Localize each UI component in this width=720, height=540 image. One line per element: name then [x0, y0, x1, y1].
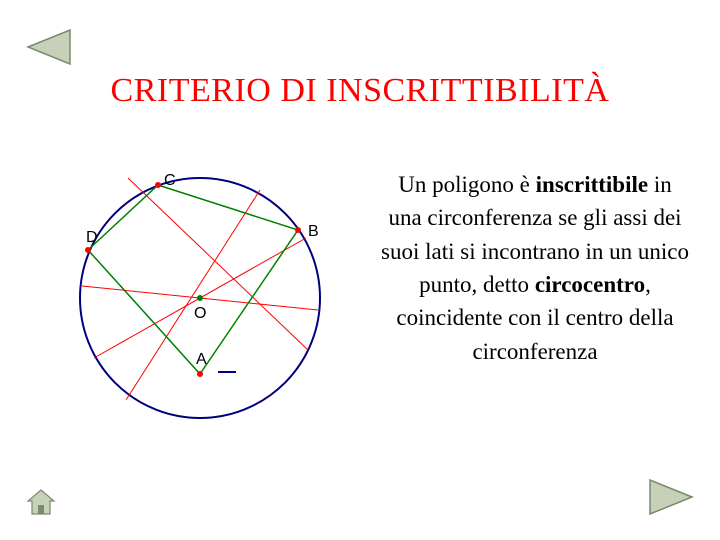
nav-home-button[interactable] — [26, 488, 56, 516]
svg-text:O: O — [194, 305, 206, 322]
svg-text:C: C — [164, 172, 176, 189]
svg-text:A: A — [196, 351, 207, 368]
body-bold-1: inscrittibile — [536, 172, 648, 197]
svg-text:B: B — [308, 223, 319, 240]
nav-back-button[interactable] — [26, 28, 72, 66]
body-paragraph: Un poligono è inscrittibile in una circo… — [380, 168, 690, 368]
body-text-1: Un poligono è — [398, 172, 535, 197]
geometry-diagram: A B C D O — [70, 168, 330, 428]
svg-text:D: D — [86, 229, 98, 246]
body-bold-2: circocentro — [535, 272, 645, 297]
nav-forward-button[interactable] — [648, 478, 694, 516]
page-title: CRITERIO DI INSCRITTIBILITÀ — [0, 72, 720, 110]
